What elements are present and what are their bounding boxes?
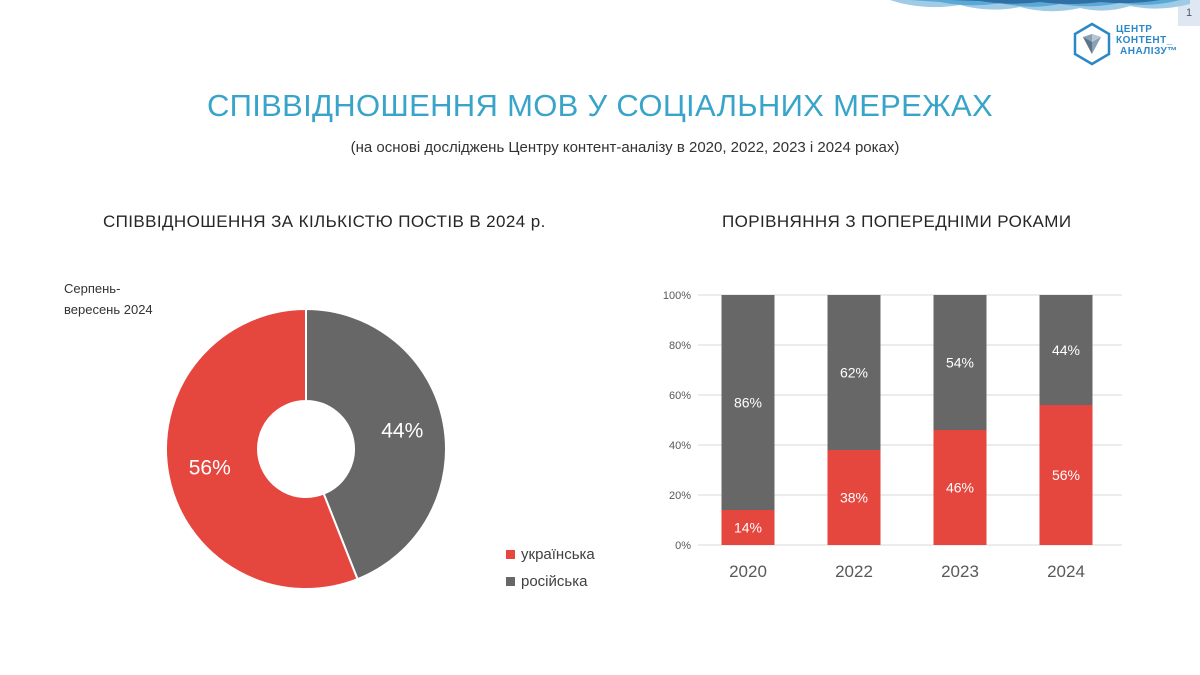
legend-swatch-russian: [506, 577, 515, 586]
donut-slice-russian: [305, 307, 447, 581]
bar-value-label: 86%: [734, 395, 762, 411]
y-tick-label: 40%: [669, 440, 691, 452]
x-tick-label: 2020: [729, 562, 767, 581]
donut-value-label: 44%: [381, 420, 423, 443]
bar-chart-title: ПОРІВНЯННЯ З ПОПЕРЕДНІМИ РОКАМИ: [722, 212, 1072, 231]
bar-segment-russian: [933, 295, 987, 430]
bar-value-label: 44%: [1052, 342, 1080, 358]
logo-text: ЦЕНТР КОНТЕНТ_ АНАЛІЗУ™: [1116, 24, 1178, 57]
donut-chart-title: СПІВВІДНОШЕННЯ ЗА КІЛЬКІСТЮ ПОСТІВ В 202…: [103, 212, 546, 231]
period-label: Серпень-вересень 2024: [64, 281, 153, 317]
y-tick-label: 20%: [669, 490, 691, 502]
decorative-wave-banner: [890, 0, 1190, 12]
legend-item-russian: російська: [506, 568, 595, 595]
stacked-bar-chart: 0% 20% 40% 60% 80% 100% 14% 86% 2020 38% 62% 2022 46…: [663, 290, 1122, 581]
donut-slice-ukrainian: [165, 307, 359, 590]
bar-value-label: 46%: [946, 480, 974, 496]
x-tick-label: 2022: [835, 562, 873, 581]
bar-segment-ukrainian: [721, 510, 775, 545]
y-tick-label: 60%: [669, 390, 691, 402]
legend-label-russian: російська: [521, 573, 588, 590]
donut-chart: 44% 56%: [165, 307, 447, 590]
logo: ЦЕНТР КОНТЕНТ_ АНАЛІЗУ™: [1072, 22, 1182, 68]
page-title: СПІВВІДНОШЕННЯ МОВ У СОЦІАЛЬНИХ МЕРЕЖАХ: [206, 88, 994, 123]
bar-segment-ukrainian: [827, 450, 881, 545]
legend-swatch-ukrainian: [506, 550, 515, 559]
page-number: 1: [1178, 0, 1200, 26]
y-tick-label: 100%: [663, 290, 691, 302]
x-tick-label: 2024: [1047, 562, 1085, 581]
bar-segment-ukrainian: [933, 430, 987, 545]
y-tick-label: 80%: [669, 340, 691, 352]
bar-value-label: 54%: [946, 355, 974, 371]
logo-hexagon-icon: [1073, 22, 1111, 66]
legend-item-ukrainian: українська: [506, 541, 595, 568]
donut-value-label: 56%: [189, 456, 231, 479]
bar-value-label: 56%: [1052, 467, 1080, 483]
bar-segment-russian: [1039, 295, 1093, 405]
page-subtitle: (на основі досліджень Центру контент-ана…: [350, 139, 900, 156]
bar-value-label: 62%: [840, 365, 868, 381]
bar-segment-ukrainian: [1039, 405, 1093, 545]
legend-label-ukrainian: українська: [521, 546, 595, 563]
y-tick-label: 0%: [675, 540, 691, 552]
bar-value-label: 38%: [840, 490, 868, 506]
x-tick-label: 2023: [941, 562, 979, 581]
donut-legend: українська російська: [506, 541, 595, 595]
bar-segment-russian: [827, 295, 881, 450]
bar-segment-russian: [721, 295, 775, 510]
bar-value-label: 14%: [734, 520, 762, 536]
